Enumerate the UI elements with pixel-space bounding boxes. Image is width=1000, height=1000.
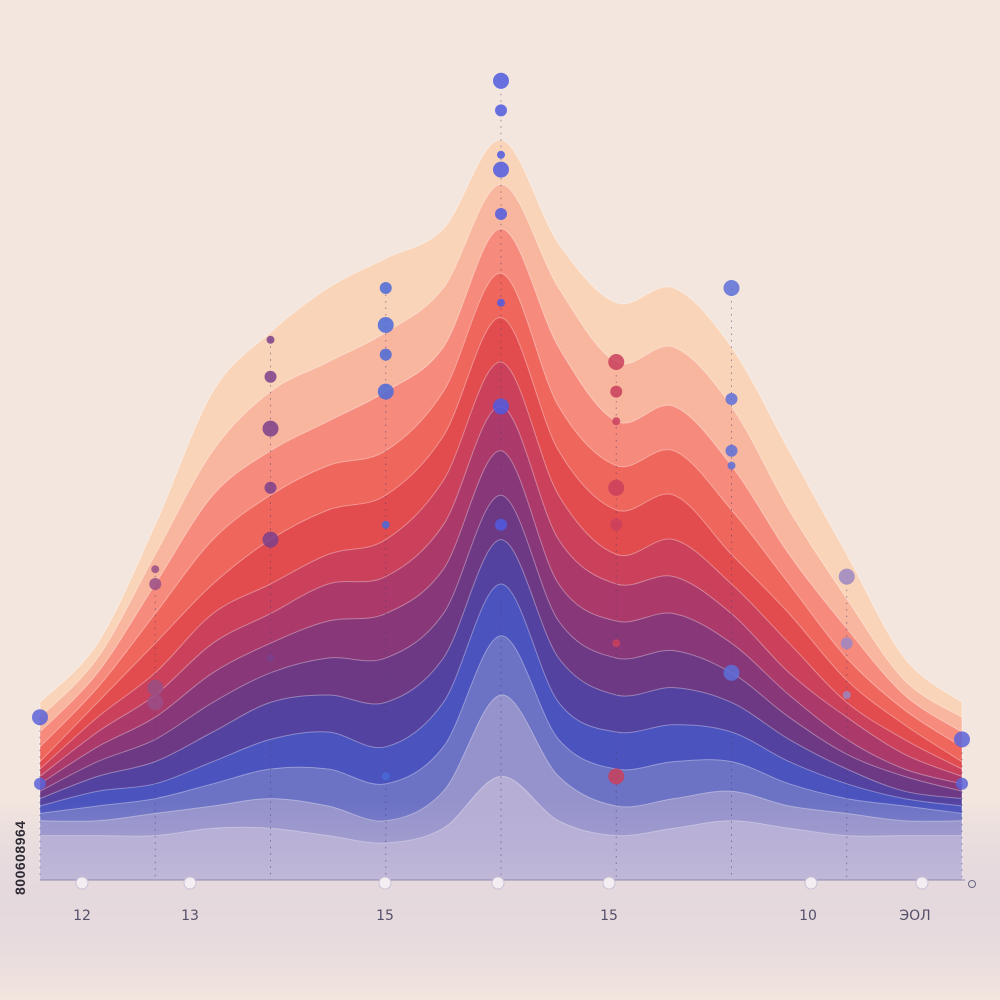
- data-dot: [610, 385, 623, 398]
- data-dot: [493, 398, 509, 415]
- data-dot: [497, 150, 505, 159]
- x-axis-markers: [75, 876, 976, 890]
- data-dot: [612, 417, 621, 426]
- axis-end-marker: [968, 880, 976, 888]
- data-dot: [842, 691, 851, 699]
- data-dot: [377, 317, 394, 333]
- data-dot: [147, 694, 164, 711]
- data-dot: [266, 335, 275, 344]
- data-dot: [264, 370, 277, 383]
- data-dot: [147, 679, 164, 696]
- data-dot: [381, 772, 390, 781]
- data-dot: [377, 383, 394, 400]
- data-dot: [723, 664, 740, 681]
- data-dot: [264, 481, 277, 494]
- data-dot: [723, 280, 740, 296]
- data-dot: [379, 282, 392, 294]
- data-dot: [149, 578, 162, 590]
- data-dot: [608, 479, 625, 496]
- x-tick-label: 10: [799, 908, 817, 924]
- data-dot: [493, 161, 509, 178]
- watermark-id-text: 800608964: [12, 820, 28, 895]
- axis-marker: [378, 876, 392, 890]
- axis-marker: [75, 876, 89, 890]
- data-dot: [379, 348, 392, 361]
- data-dot: [495, 208, 507, 220]
- data-dot: [262, 420, 279, 437]
- axis-marker: [804, 876, 818, 890]
- data-dot: [608, 768, 625, 785]
- x-tick-label: 15: [600, 908, 618, 924]
- data-dots: [32, 72, 970, 790]
- data-dot: [840, 637, 853, 650]
- x-tick-labels: 12 13 15 15 10 ЭОЛ: [73, 908, 931, 924]
- x-tick-label: 12: [73, 908, 91, 924]
- data-dot: [727, 461, 736, 470]
- data-dot: [495, 518, 507, 531]
- data-dot: [838, 568, 855, 585]
- data-dot: [266, 654, 275, 662]
- data-dot: [381, 520, 390, 529]
- data-dot: [725, 444, 738, 457]
- data-dot: [493, 72, 509, 89]
- data-dot: [34, 777, 46, 790]
- bottom-fade: [0, 800, 1000, 1000]
- x-tick-label: 15: [376, 908, 394, 924]
- data-dot: [497, 298, 505, 307]
- data-dot: [32, 709, 48, 726]
- axis-marker: [602, 876, 616, 890]
- x-tick-label: 13: [181, 908, 199, 924]
- data-dot: [612, 639, 621, 648]
- data-dot: [495, 104, 507, 117]
- data-dot: [725, 393, 738, 405]
- data-dot: [610, 518, 623, 531]
- axis-marker: [183, 876, 197, 890]
- axis-marker: [915, 876, 929, 890]
- axis-marker: [491, 876, 505, 890]
- data-dot: [956, 777, 968, 790]
- data-dot: [954, 731, 970, 748]
- data-dot: [608, 354, 625, 370]
- data-dot: [262, 531, 279, 548]
- data-dot: [151, 565, 160, 574]
- x-tick-label: ЭОЛ: [899, 908, 930, 924]
